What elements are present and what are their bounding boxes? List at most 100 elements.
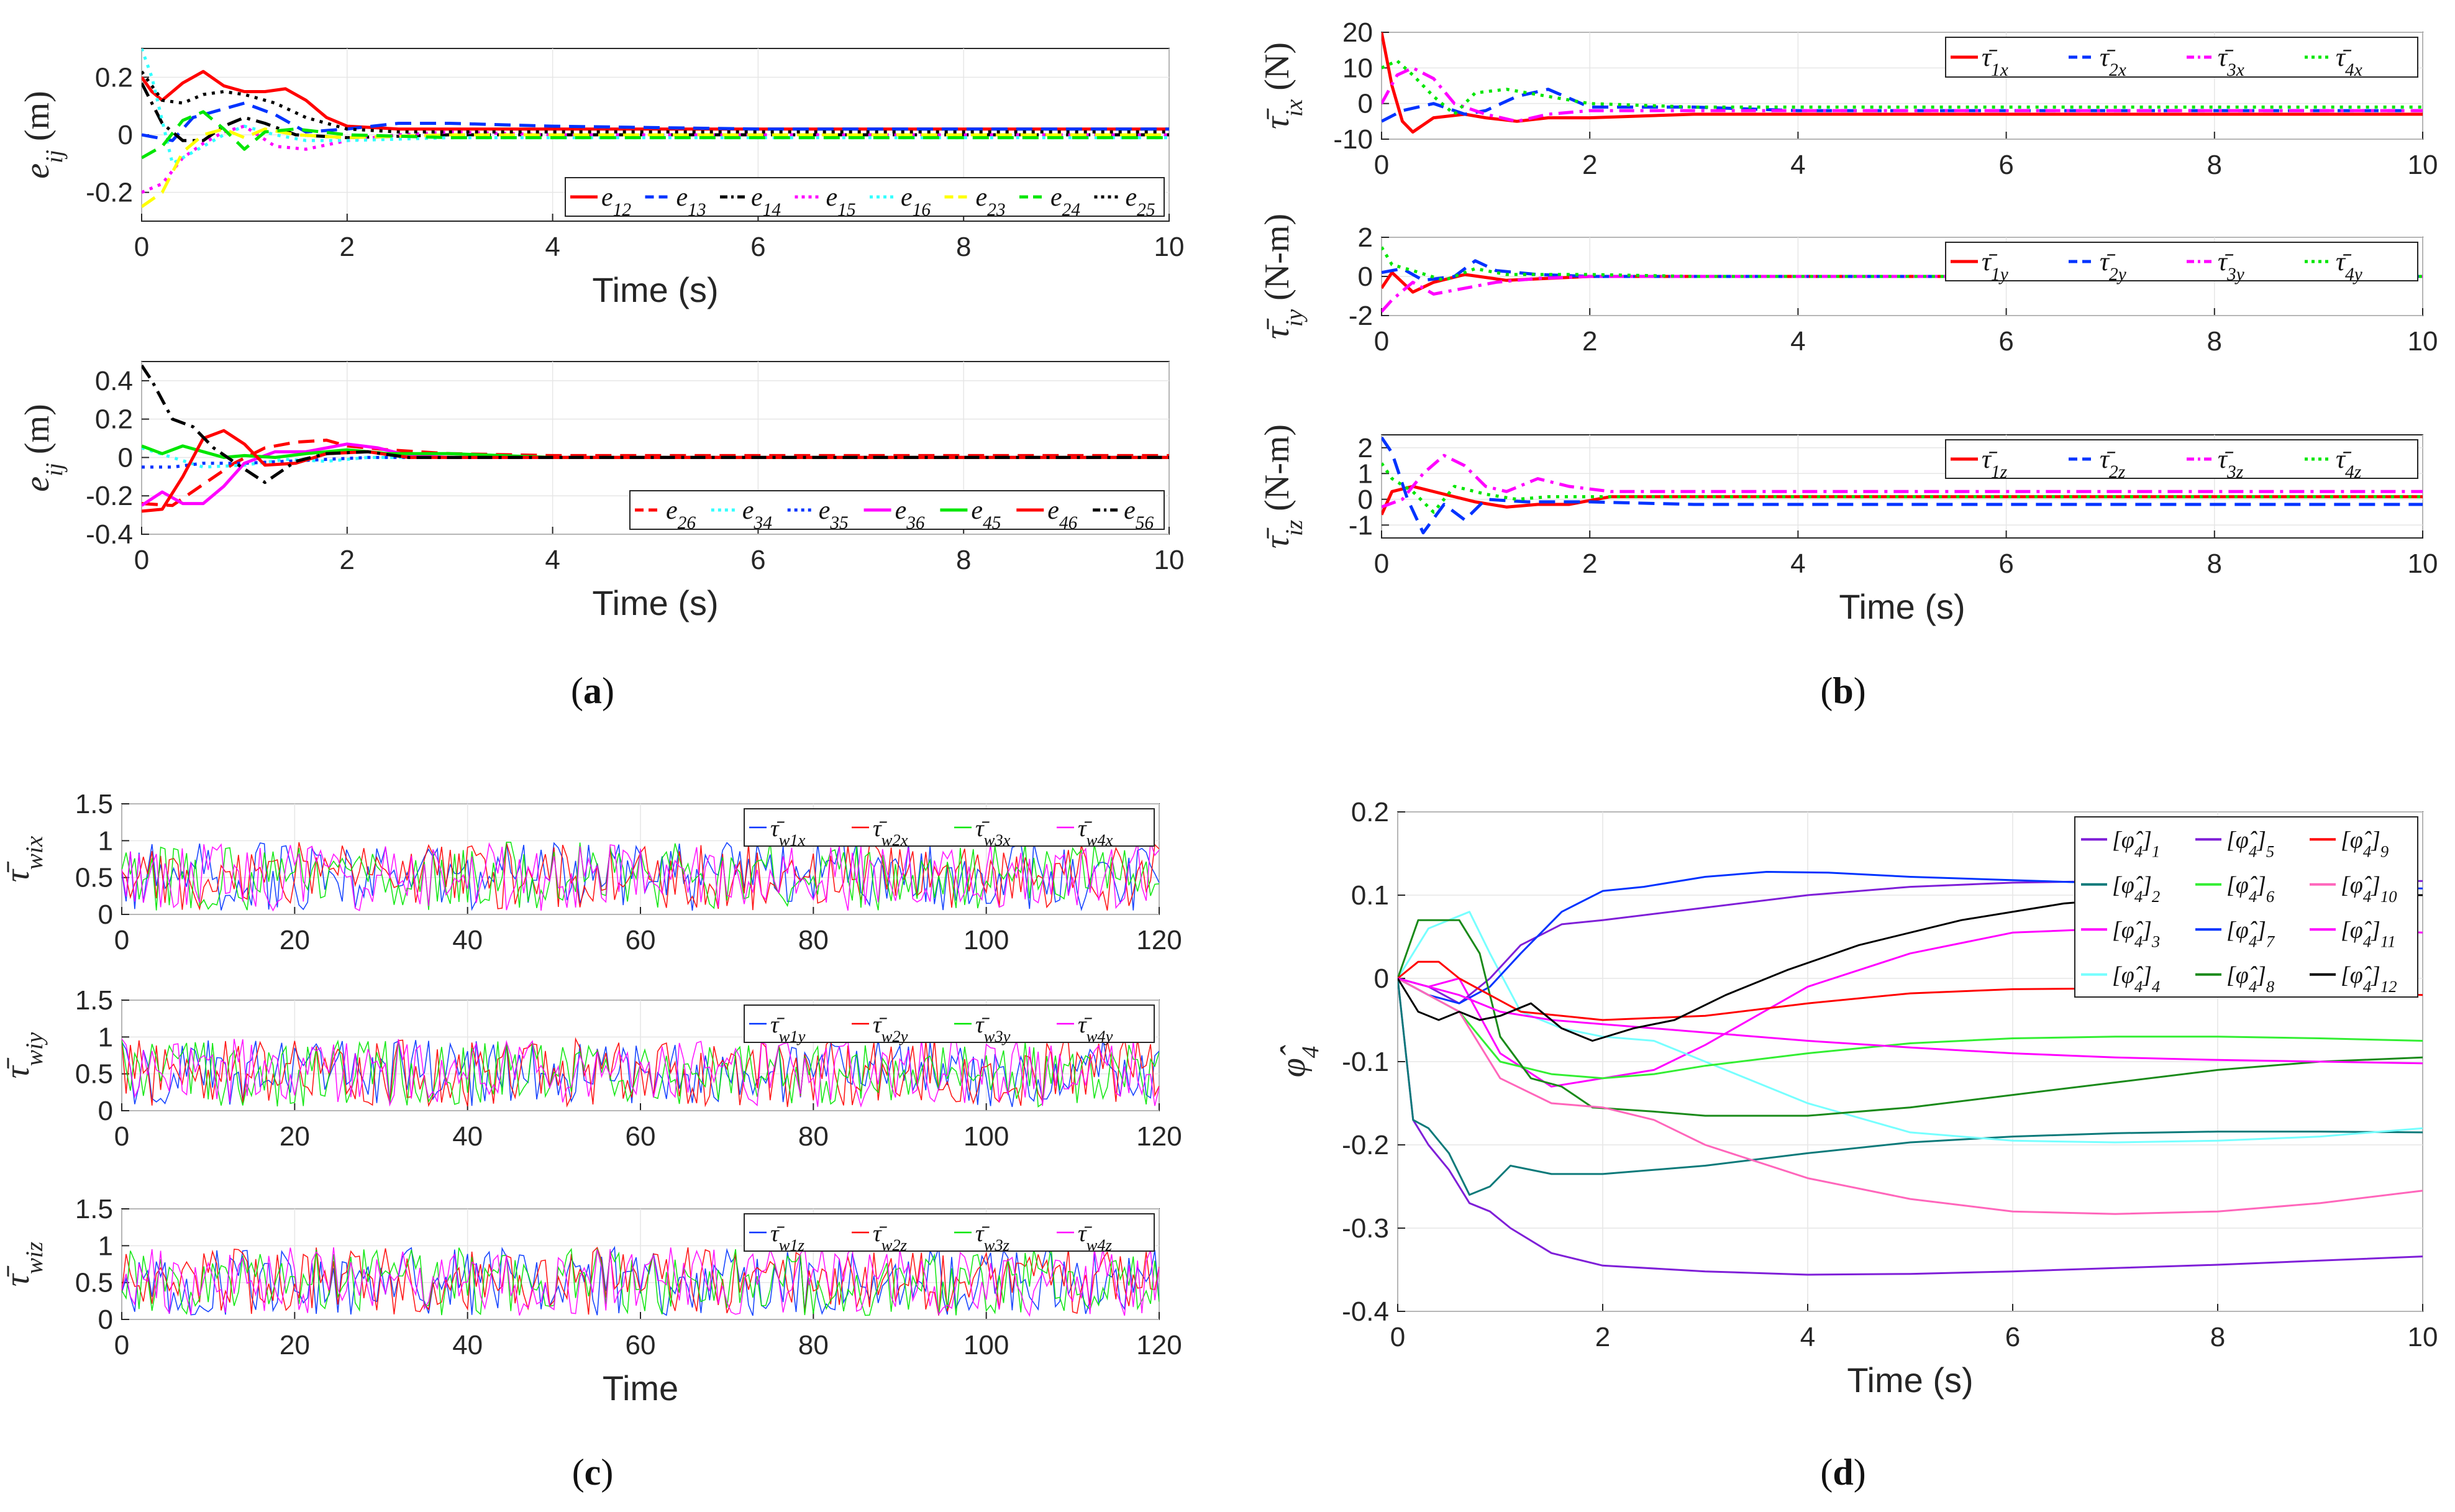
legend: τ̄1y τ̄2y τ̄3y τ̄4y xyxy=(1945,242,2418,285)
x-tick-label: 10 xyxy=(2408,549,2438,579)
chart-d1: 0 2 4 6 8 10 -0.4 -0.3 -0.2 -0.1 0 0.1 0.2 [φ̂4]1[φ̂4… xyxy=(1274,797,2438,1400)
chart-c1: 0 20 40 60 80 100 120 0 0.5 1 1.5 τ̄w1x τ̄w2x τ̄w3x τ̄… xyxy=(0,789,1182,955)
x-tick-label: 80 xyxy=(798,925,829,955)
x-tick-label: 2 xyxy=(340,545,355,575)
series-line-8 xyxy=(1398,919,2423,1117)
legend-frame xyxy=(744,1213,1155,1252)
legend-label: e12 xyxy=(601,183,631,220)
y-tick-label: 0.2 xyxy=(1351,797,1389,827)
x-tick-label: 8 xyxy=(956,545,971,575)
legend-label: [φ̂4]3 xyxy=(2112,917,2160,950)
series-line-1 xyxy=(122,1246,1159,1316)
x-tick-label: 0 xyxy=(1374,549,1389,579)
x-tick-label: 120 xyxy=(1136,1121,1182,1152)
x-tick-label: 0 xyxy=(134,232,149,262)
series-line-1 xyxy=(122,842,1159,911)
x-tick-label: 10 xyxy=(1154,232,1185,262)
x-tick-label: 8 xyxy=(2207,549,2222,579)
legend-frame xyxy=(1945,439,2418,479)
y-tick-label: 0 xyxy=(118,120,133,150)
y-tick-label: 0 xyxy=(1358,485,1373,515)
x-tick-label: 60 xyxy=(626,1121,656,1152)
y-tick-label: 0 xyxy=(1374,963,1389,994)
legend-label: e23 xyxy=(976,183,1006,220)
x-tick-label: 60 xyxy=(626,925,656,955)
y-tick-label: 0 xyxy=(1358,262,1373,292)
y-tick-label: 20 xyxy=(1342,17,1373,48)
y-tick-label: 1 xyxy=(98,1022,113,1052)
x-axis-label: Time (s) xyxy=(592,270,718,309)
series-line-7 xyxy=(142,110,1169,160)
legend-label: e13 xyxy=(676,183,706,220)
series-line-2 xyxy=(1382,436,2423,535)
y-tick-label: 1.5 xyxy=(75,1194,113,1224)
y-tick-label: 0.1 xyxy=(1351,880,1389,911)
x-axis-label: Time xyxy=(603,1369,678,1408)
series-line-11 xyxy=(1398,977,2423,1065)
x-tick-label: 8 xyxy=(2207,326,2222,357)
panel-label-c: (c) xyxy=(572,1452,614,1493)
y-tick-label: 0 xyxy=(98,1305,113,1335)
series-line-1 xyxy=(1382,32,2423,134)
legend-label: τ̄2z xyxy=(2100,445,2126,482)
x-axis-label: Time (s) xyxy=(592,583,718,622)
x-tick-label: 100 xyxy=(963,1330,1009,1360)
x-tick-label: 40 xyxy=(452,1121,483,1152)
x-tick-label: 8 xyxy=(2210,1322,2225,1352)
x-tick-label: 0 xyxy=(114,1121,129,1152)
y-tick-label: 0 xyxy=(118,442,133,473)
legend: [φ̂4]1[φ̂4]2[φ̂4]3[φ̂4]4[φ̂4]5[φ̂4]6[φ̂4… xyxy=(2074,816,2418,998)
x-tick-label: 2 xyxy=(1582,326,1597,357)
series-group xyxy=(122,1246,1159,1318)
legend: τ̄w1y τ̄w2y τ̄w3y τ̄w4y xyxy=(744,1004,1155,1045)
x-tick-label: 6 xyxy=(1998,549,2013,579)
x-axis-label: Time (s) xyxy=(1847,1360,1973,1400)
legend-frame xyxy=(1945,242,2418,281)
series-line-4 xyxy=(122,1246,1159,1318)
y-tick-label: -0.2 xyxy=(86,481,133,511)
y-tick-label: -1 xyxy=(1349,510,1373,540)
x-tick-label: 20 xyxy=(280,925,310,955)
x-tick-label: 4 xyxy=(1790,549,1805,579)
x-tick-label: 80 xyxy=(798,1330,829,1360)
y-tick-label: -0.3 xyxy=(1342,1213,1389,1244)
y-tick-label: 1.5 xyxy=(75,789,113,819)
legend-label: τ̄w2z xyxy=(873,1221,907,1254)
series-line-2 xyxy=(142,101,1169,142)
legend: τ̄w1z τ̄w2z τ̄w3z τ̄w4z xyxy=(744,1213,1155,1254)
x-tick-label: 8 xyxy=(2207,150,2222,180)
series-group xyxy=(142,364,1169,513)
legend: τ̄w1x τ̄w2x τ̄w3x τ̄w4x xyxy=(744,808,1155,849)
x-tick-label: 0 xyxy=(1374,326,1389,357)
y-axis-label: eij(m) xyxy=(18,404,68,492)
y-tick-label: -0.2 xyxy=(1342,1130,1389,1160)
series-line-10 xyxy=(1398,977,2423,1215)
legend-label: e16 xyxy=(901,183,931,220)
series-line-2 xyxy=(1382,88,2423,123)
series-line-1 xyxy=(1382,485,2423,516)
x-tick-label: 120 xyxy=(1136,925,1182,955)
x-tick-label: 6 xyxy=(750,545,765,575)
series-line-3 xyxy=(1382,453,2423,509)
x-tick-label: 100 xyxy=(963,1121,1009,1152)
series-line-2 xyxy=(1398,978,2423,1196)
y-axis-label: τ̄iz(N-m) xyxy=(1258,424,1308,549)
x-tick-label: 2 xyxy=(1595,1322,1610,1352)
y-tick-label: -2 xyxy=(1349,301,1373,331)
series-group xyxy=(1398,871,2423,1276)
legend-frame xyxy=(744,808,1155,847)
y-axis-label: τ̄iy(N-m) xyxy=(1258,214,1308,339)
y-tick-label: 0.4 xyxy=(95,366,133,396)
x-tick-label: 10 xyxy=(1154,545,1185,575)
x-tick-label: 4 xyxy=(1790,326,1805,357)
legend-label: τ̄1y xyxy=(1982,248,2009,285)
legend-label: e25 xyxy=(1126,183,1155,220)
x-tick-label: 10 xyxy=(2408,150,2438,180)
series-line-1 xyxy=(142,439,1169,508)
x-tick-label: 2 xyxy=(340,232,355,262)
x-tick-label: 0 xyxy=(114,925,129,955)
